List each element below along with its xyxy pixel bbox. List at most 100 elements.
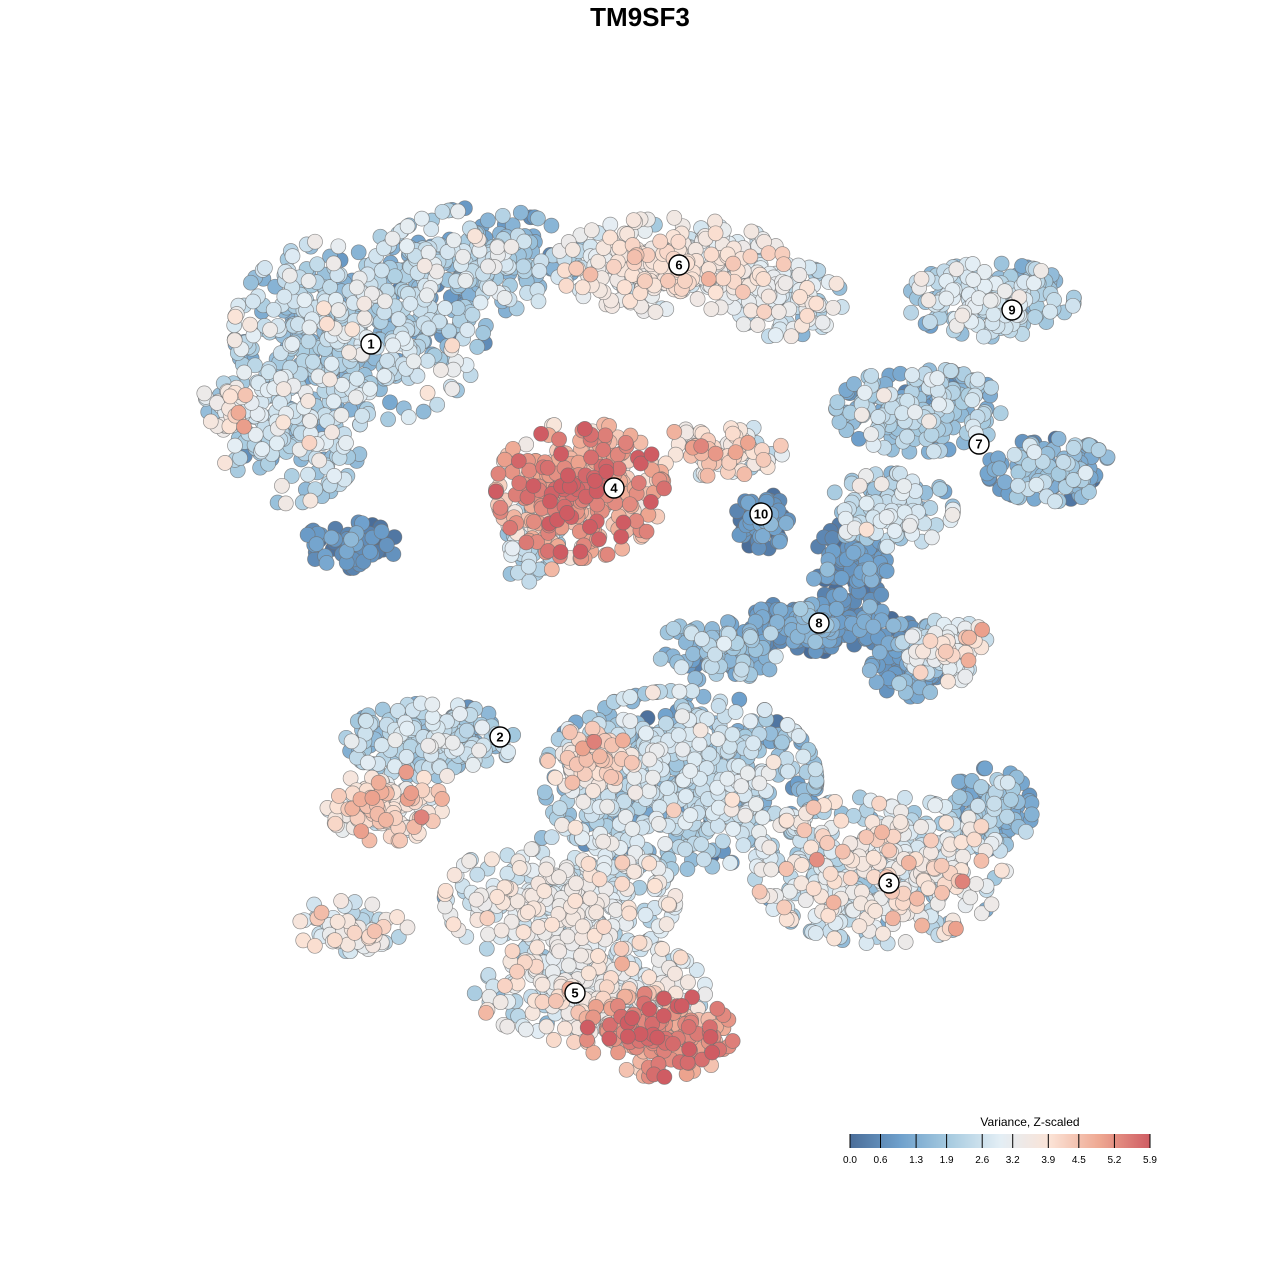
cell-point [599,798,616,815]
cell-point [329,913,346,930]
cell-point [674,708,691,725]
cell-point [829,394,846,411]
cell-point [564,241,581,258]
cell-point [400,409,417,426]
cell-point [743,302,759,319]
cell-point [1065,440,1082,456]
cell-point [196,385,213,402]
cell-point [913,270,930,287]
cell-point [954,307,971,324]
cell-point [792,601,809,617]
cell-point [770,304,787,320]
cell-point [399,720,415,737]
cell-point [665,620,682,637]
cell-point [725,821,741,837]
cell-point [878,509,895,525]
cell-point [955,848,971,865]
cell-point [583,222,600,239]
cell-point [538,1018,555,1035]
cell-point [992,405,1009,422]
cell-point [419,287,435,304]
cell-point [907,404,923,421]
cell-point [419,352,436,369]
cell-point [761,839,778,856]
cell-point [931,396,947,413]
cell-point [851,918,868,934]
cell-point [870,409,887,425]
cell-point [754,528,771,544]
cell-point [469,866,486,883]
cell-point [521,573,538,590]
cell-point [257,260,273,276]
cell-point [493,922,510,939]
cell-point [716,635,733,652]
cell-point [292,913,309,930]
cell-point [415,403,432,420]
cell-point [265,301,282,318]
cell-point [284,336,301,352]
cell-point [480,258,496,275]
cell-point [897,934,914,950]
cell-point [551,869,567,885]
cell-point [682,763,699,779]
cell-point [754,809,771,826]
cell-point [682,807,699,823]
cell-point [751,775,768,792]
cell-point [983,896,1000,913]
cell-point [977,760,994,777]
cell-point [284,248,301,264]
cell-point [308,536,325,552]
cell-point [333,407,350,423]
cell-point [356,310,373,326]
cell-point [466,985,483,1002]
cell-point [478,940,495,957]
cell-point [424,696,441,713]
cell-points [196,200,1116,1085]
cell-point [868,674,885,691]
cell-point [504,540,521,557]
cell-point [1010,477,1026,494]
cell-point [652,650,669,667]
cell-point [922,314,938,330]
cell-point [399,238,415,255]
cell-point [749,317,766,333]
cell-point [588,904,605,921]
cell-point [420,244,437,261]
cell-point [318,555,335,571]
cell-point [948,261,965,278]
cell-point [795,748,812,765]
cell-point [348,279,365,296]
cell-point [922,684,939,701]
cell-point [943,363,959,379]
cell-point [373,523,390,540]
cell-point [765,754,782,770]
cell-point [330,238,347,255]
cell-point [468,891,485,908]
cell-point [845,544,862,561]
cell-point [807,633,824,650]
cell-point [724,726,741,743]
cell-point [444,381,461,397]
cell-point [622,689,639,705]
cell-point [742,713,759,730]
cell-point [444,734,461,751]
cell-point [236,364,253,381]
cell-point [742,629,759,645]
cell-point [709,731,726,747]
cell-point [897,790,913,806]
cell-point [875,925,891,942]
cell-point [243,274,259,291]
cell-point [390,311,407,327]
cell-point [300,273,317,289]
cell-point [245,293,261,310]
cell-point [536,784,553,801]
cell-point [343,733,360,750]
cell-point [360,754,376,771]
cell-point [341,344,357,361]
cell-point [761,661,778,678]
cell-point [338,435,354,451]
cell-point [373,737,390,753]
cell-point [433,362,449,378]
cell-point [856,384,873,401]
cell-point [450,203,466,220]
